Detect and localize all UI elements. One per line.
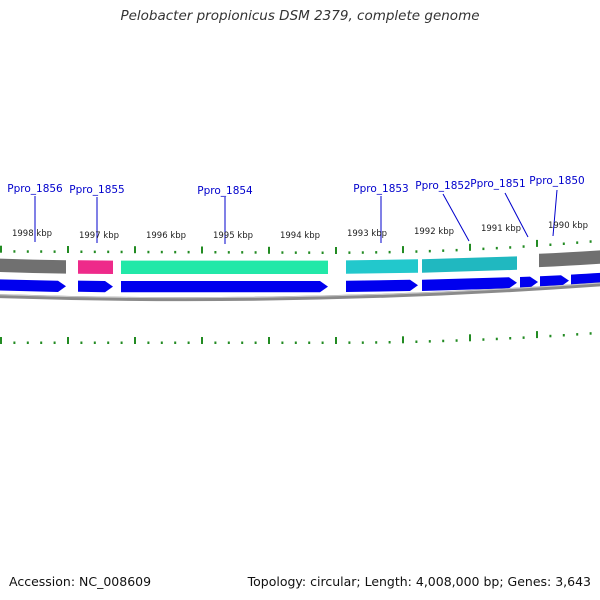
feature-ppro-1856[interactable] <box>0 258 66 274</box>
feature-ppro-1853[interactable] <box>346 259 418 274</box>
cds-arrow-ppro-1851[interactable] <box>520 276 538 289</box>
cds-arrow-ppro-1854[interactable] <box>121 281 328 293</box>
accession-text: Accession: NC_008609 <box>9 574 152 589</box>
kbp-label-1995: 1995 kbp <box>213 231 253 241</box>
kbp-label-1998: 1998 kbp <box>12 229 52 239</box>
kbp-label-1996: 1996 kbp <box>146 231 186 241</box>
cds-arrow-ppro-1849[interactable] <box>571 272 600 286</box>
cds-arrow-ppro-1856[interactable] <box>0 279 66 292</box>
tick-row-upper <box>0 239 592 254</box>
leader-line-ppro-1852 <box>442 193 470 242</box>
feature-ppro-1850[interactable] <box>539 250 600 268</box>
cds-track <box>0 272 600 293</box>
gene-label-ppro-1854[interactable]: Ppro_1854 <box>197 185 253 197</box>
chromosome-backbone-highlight <box>0 282 600 299</box>
feature-ppro-1855[interactable] <box>78 260 113 274</box>
chromosome-backbone <box>0 282 600 302</box>
kbp-label-1991: 1991 kbp <box>481 224 521 234</box>
kbp-labels: 1998 kbp 1997 kbp 1996 kbp 1995 kbp 1994… <box>12 221 588 241</box>
kbp-label-1990: 1990 kbp <box>548 221 588 231</box>
gene-labels: Ppro_1856 Ppro_1855 Ppro_1854 Ppro_1853 … <box>7 175 585 244</box>
leader-line-ppro-1850 <box>552 189 558 237</box>
map-title: Pelobacter propionicus DSM 2379, complet… <box>120 8 480 24</box>
feature-ppro-1854[interactable] <box>121 260 328 274</box>
kbp-label-1997: 1997 kbp <box>79 231 119 241</box>
gene-label-ppro-1855[interactable]: Ppro_1855 <box>69 184 124 196</box>
cds-arrow-ppro-1850a[interactable] <box>540 275 569 288</box>
gene-label-ppro-1852[interactable]: Ppro_1852 <box>415 180 470 192</box>
cds-arrow-ppro-1853[interactable] <box>346 279 418 292</box>
feature-ppro-1852[interactable] <box>422 256 517 273</box>
kbp-label-1992: 1992 kbp <box>414 227 454 237</box>
feature-track <box>0 250 600 274</box>
leader-line-ppro-1851 <box>504 192 529 238</box>
cds-arrow-ppro-1855[interactable] <box>78 280 113 293</box>
gene-label-ppro-1850[interactable]: Ppro_1850 <box>529 175 584 187</box>
kbp-label-1994: 1994 kbp <box>280 231 320 241</box>
gene-label-ppro-1853[interactable]: Ppro_1853 <box>353 183 408 195</box>
gene-label-ppro-1856[interactable]: Ppro_1856 <box>7 183 63 195</box>
cds-arrow-ppro-1852[interactable] <box>422 277 517 291</box>
tick-row-lower <box>0 331 592 344</box>
gene-label-ppro-1851[interactable]: Ppro_1851 <box>470 178 525 190</box>
genome-summary-text: Topology: circular; Length: 4,008,000 bp… <box>247 574 591 589</box>
kbp-label-1993: 1993 kbp <box>347 229 387 239</box>
